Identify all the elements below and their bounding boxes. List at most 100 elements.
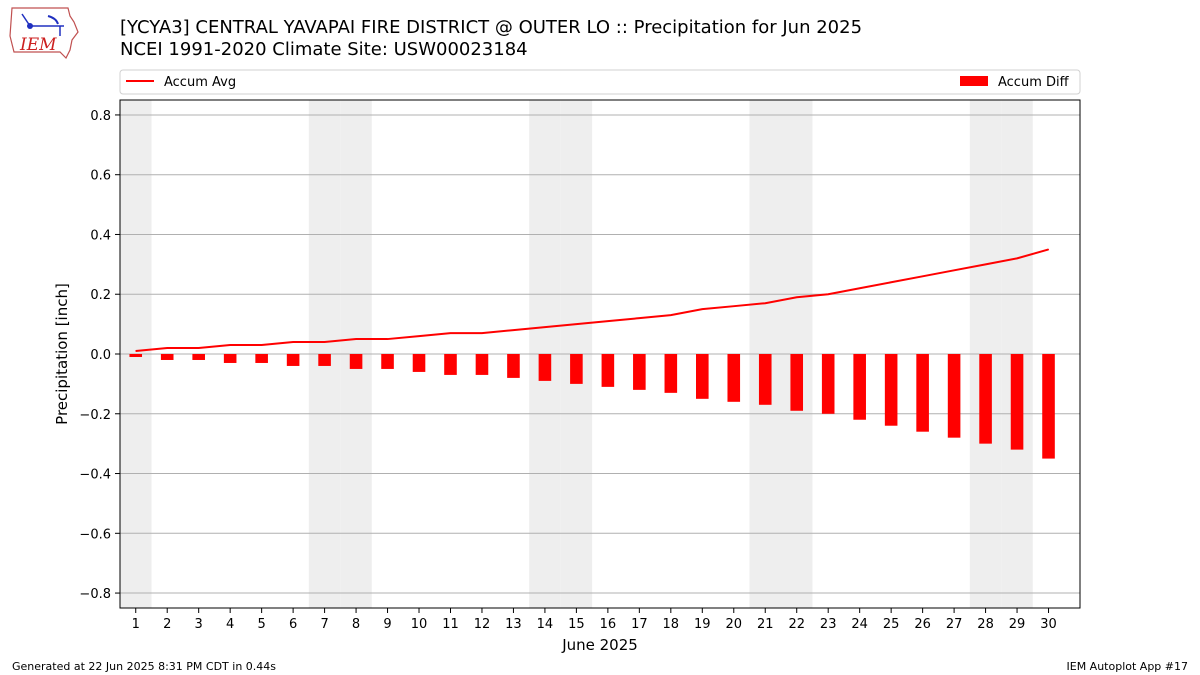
accum-diff-bar [916, 354, 929, 432]
chart-title-line1: [YCYA3] CENTRAL YAVAPAI FIRE DISTRICT @ … [120, 17, 863, 38]
x-tick-label: 27 [946, 617, 963, 632]
accum-avg-point [764, 302, 766, 304]
accum-avg-point [985, 263, 987, 265]
accum-avg-point [292, 341, 294, 343]
x-axis-label: June 2025 [561, 636, 638, 654]
x-tick-label: 25 [883, 617, 900, 632]
accum-diff-bar [601, 354, 615, 387]
accum-diff-bar [286, 354, 300, 366]
accum-avg-point [544, 326, 546, 328]
x-tick-label: 29 [1009, 617, 1026, 632]
accum-avg-point [827, 293, 829, 295]
x-tick-label: 21 [757, 617, 774, 632]
x-tick-label: 4 [226, 617, 234, 632]
x-tick-label: 3 [195, 617, 203, 632]
accum-diff-bar [758, 354, 772, 405]
x-tick-label: 26 [914, 617, 931, 632]
accum-diff-bar [129, 354, 143, 357]
x-tick-label: 12 [474, 617, 491, 632]
plot-frame [119, 99, 1081, 609]
y-tick-label: 0.4 [90, 228, 111, 243]
chart-title-line2: NCEI 1991-2020 Climate Site: USW00023184 [120, 39, 528, 60]
y-tick-label: −0.8 [79, 587, 111, 602]
accum-diff-bar [192, 354, 205, 360]
accum-diff-bar [884, 354, 898, 426]
x-tick-label: 13 [505, 617, 522, 632]
accum-avg-point [1048, 248, 1050, 250]
x-tick-label: 6 [289, 617, 297, 632]
accum-diff-bar [507, 354, 520, 378]
accum-diff-bar [412, 354, 426, 372]
x-tick-label: 24 [851, 617, 868, 632]
y-tick-label: 0.0 [90, 348, 111, 363]
svg-text:IEM: IEM [19, 35, 57, 55]
accum-diff-bar [696, 354, 709, 399]
accum-avg-point [387, 338, 389, 340]
accum-diff-bar [349, 354, 363, 369]
accum-avg-point [575, 323, 577, 325]
y-tick-label: 0.6 [90, 169, 111, 184]
accum-diff-bar [664, 354, 678, 393]
accum-avg-point [796, 296, 798, 298]
x-tick-label: 28 [977, 617, 994, 632]
accum-avg-point [670, 314, 672, 316]
x-tick-label: 18 [663, 617, 680, 632]
accum-avg-point [166, 347, 168, 349]
accum-diff-bar [821, 354, 835, 414]
accum-diff-bar [1042, 354, 1055, 459]
accum-avg-point [418, 335, 420, 337]
y-tick-label: 0.2 [90, 288, 111, 303]
accum-avg-point [701, 308, 703, 310]
accum-diff-bar [1010, 354, 1024, 450]
x-tick-label: 10 [411, 617, 428, 632]
accum-avg-point [890, 281, 892, 283]
app-footer: IEM Autoplot App #17 [1066, 660, 1189, 673]
accum-diff-bar [160, 354, 174, 360]
accum-diff-bar [727, 354, 741, 402]
accum-avg-point [198, 347, 200, 349]
legend-bar-swatch [960, 76, 988, 86]
x-tick-label: 1 [132, 617, 140, 632]
x-tick-label: 11 [442, 617, 459, 632]
y-tick-label: −0.4 [79, 468, 111, 483]
accum-diff-bar [790, 354, 804, 411]
accum-diff-bar [381, 354, 394, 369]
accum-diff-bar [318, 354, 331, 366]
accum-avg-point [922, 275, 924, 277]
legend-label-accum-diff: Accum Diff [998, 75, 1070, 90]
accum-avg-point [261, 344, 263, 346]
x-tick-label: 30 [1040, 617, 1057, 632]
accum-avg-point [481, 332, 483, 334]
generated-footer: Generated at 22 Jun 2025 8:31 PM CDT in … [12, 660, 277, 673]
accum-diff-bar [633, 354, 646, 390]
x-tick-label: 20 [725, 617, 742, 632]
accum-avg-point [859, 287, 861, 289]
accum-avg-point [135, 350, 137, 352]
y-tick-label: −0.2 [79, 408, 111, 423]
accum-avg-point [1016, 257, 1018, 259]
accum-diff-bar [979, 354, 992, 444]
accum-avg-point [638, 317, 640, 319]
accum-avg-point [607, 320, 609, 322]
accum-diff-bar [444, 354, 457, 375]
accum-avg-point [733, 305, 735, 307]
x-tick-label: 22 [788, 617, 805, 632]
x-tick-label: 14 [537, 617, 554, 632]
x-tick-label: 17 [631, 617, 648, 632]
y-tick-label: 0.8 [90, 109, 111, 124]
accum-diff-bar [570, 354, 583, 384]
x-tick-label: 8 [352, 617, 360, 632]
y-axis-label: Precipitation [inch] [53, 283, 71, 425]
accum-diff-bar [223, 354, 237, 363]
chart-title: [YCYA3] CENTRAL YAVAPAI FIRE DISTRICT @ … [120, 17, 862, 61]
legend-box [119, 69, 1081, 95]
accum-diff-bar [255, 354, 268, 363]
x-tick-label: 19 [694, 617, 711, 632]
y-tick-label: −0.6 [79, 527, 111, 542]
x-tick-label: 9 [383, 617, 391, 632]
x-tick-label: 7 [320, 617, 328, 632]
legend-label-accum-avg: Accum Avg [164, 75, 236, 90]
accum-avg-point [449, 332, 451, 334]
accum-diff-bar [475, 354, 489, 375]
